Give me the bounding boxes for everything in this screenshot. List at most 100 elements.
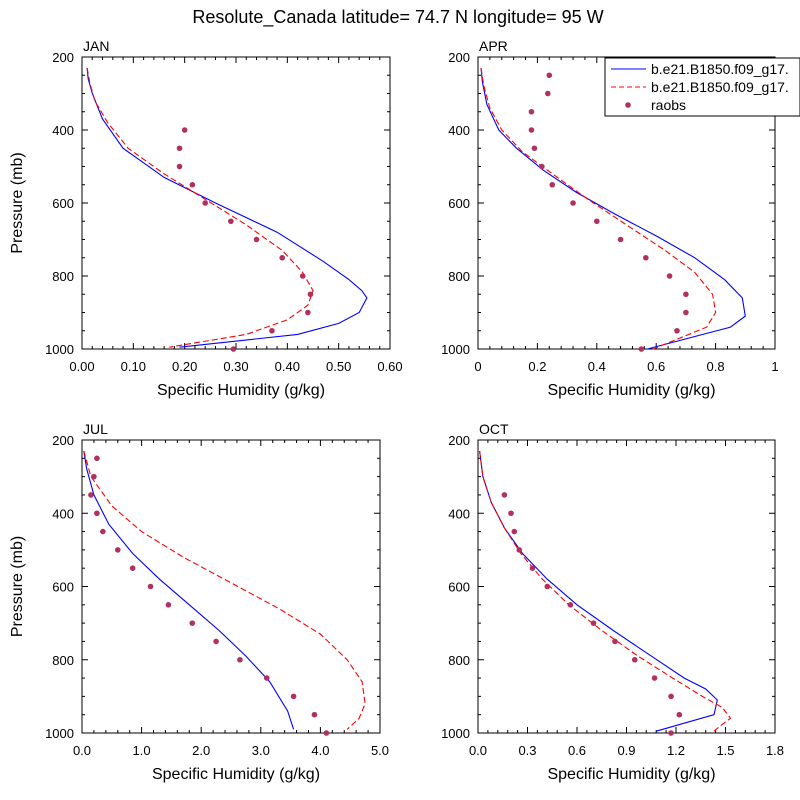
- jul-raobs-point: [290, 693, 297, 700]
- jan-ytick-label: 1000: [45, 342, 74, 357]
- jul-raobs-point: [213, 638, 219, 645]
- oct-raobs-point: [676, 711, 683, 718]
- jan-ytick-label: 200: [52, 50, 74, 65]
- jan-raobs-point: [299, 273, 306, 279]
- apr-xtick-label: 0: [474, 359, 481, 374]
- apr-raobs-point: [683, 291, 689, 298]
- oct-raobs-point: [590, 620, 597, 626]
- jul-ytick-label: 800: [52, 653, 74, 668]
- oct-xtick-label: 0.3: [518, 743, 536, 758]
- jan-model2-line: [86, 67, 314, 348]
- jul-raobs-point: [323, 730, 330, 736]
- oct-ytick-label: 400: [448, 506, 470, 521]
- jul-panel-title: JUL: [83, 421, 108, 437]
- legend-label-model2: b.e21.B1850.f09_g17.: [651, 79, 789, 95]
- jan-ytick-label: 800: [52, 269, 74, 284]
- apr-xtick-label: 0.4: [588, 359, 606, 374]
- jan-xtick-label: 0.40: [275, 359, 300, 374]
- oct-raobs-point: [529, 565, 536, 571]
- oct-raobs-point: [668, 730, 674, 736]
- oct-xtick-label: 0.9: [617, 743, 635, 758]
- jan-raobs-point: [279, 254, 286, 261]
- jul-raobs-point: [165, 602, 172, 608]
- oct-ytick-label: 600: [448, 580, 470, 595]
- apr-xtick-label: 0.2: [528, 359, 546, 374]
- jul-raobs-point: [94, 510, 100, 517]
- jan-raobs-point: [305, 309, 311, 316]
- jan-xtick-label: 0.60: [377, 359, 402, 374]
- jul-raobs-point: [88, 492, 94, 498]
- apr-model1-line: [480, 67, 746, 350]
- apr-raobs-point: [570, 200, 576, 206]
- apr-raobs-point: [638, 346, 645, 352]
- jan-ytick-label: 400: [52, 123, 74, 138]
- jul-ytick-label: 1000: [45, 726, 74, 741]
- jul-ytick-label: 600: [52, 580, 74, 595]
- jul-model2-line: [83, 450, 366, 730]
- oct-x-axis-label: Specific Humidity (g/kg): [547, 766, 715, 783]
- jul-raobs-point: [114, 547, 121, 553]
- jan-raobs-point: [307, 291, 314, 298]
- oct-xtick-label: 0.0: [469, 743, 487, 758]
- figure-title: Resolute_Canada latitude= 74.7 N longitu…: [192, 7, 603, 28]
- oct-raobs-point: [544, 583, 551, 590]
- jul-xtick-label: 3.0: [252, 743, 270, 758]
- apr-raobs-point: [544, 90, 551, 97]
- jul-raobs-point: [311, 711, 318, 718]
- oct-raobs-point: [508, 510, 514, 517]
- apr-panel-title: APR: [479, 38, 508, 54]
- jul-model1-line: [83, 450, 295, 730]
- oct-ytick-label: 1000: [441, 726, 470, 741]
- oct-model1-line: [479, 450, 718, 732]
- panel-jan: JAN 0.00 0.10 0.20 0.30 0.40 0.50 0.60 200 400 600…: [9, 38, 403, 399]
- oct-xtick-label: 1.8: [766, 743, 784, 758]
- apr-ytick-label: 200: [448, 50, 470, 65]
- oct-raobs-point: [567, 602, 574, 608]
- jul-raobs-point: [100, 528, 106, 535]
- jul-x-axis-label: Specific Humidity (g/kg): [152, 766, 320, 783]
- oct-plot-frame: [477, 439, 776, 734]
- apr-raobs-point: [643, 254, 649, 261]
- jul-xtick-label: 2.0: [192, 743, 210, 758]
- oct-xtick-label: 0.6: [568, 743, 586, 758]
- jul-ytick-label: 400: [52, 506, 74, 521]
- jan-raobs-point: [189, 181, 196, 188]
- panel-oct: OCT 0.0 0.3 0.6 0.9 1.2 1.5 1.8 200 400 600 800 1000…: [441, 421, 784, 783]
- apr-ytick-label: 600: [448, 196, 470, 211]
- legend-label-raobs: raobs: [651, 97, 686, 113]
- oct-ytick-label: 800: [448, 653, 470, 668]
- legend-label-model1: b.e21.B1850.f09_g17.: [651, 61, 789, 77]
- apr-raobs-point: [594, 218, 600, 225]
- jan-xtick-label: 0.10: [121, 359, 146, 374]
- apr-raobs-point: [546, 72, 553, 79]
- jul-raobs-point: [189, 620, 196, 626]
- oct-xtick-label: 1.5: [716, 743, 734, 758]
- jul-raobs-point: [263, 675, 270, 681]
- apr-xtick-label: 0.8: [707, 359, 725, 374]
- jul-xtick-label: 1.0: [133, 743, 151, 758]
- apr-raobs-point: [528, 127, 535, 133]
- jan-raobs-point: [181, 127, 188, 133]
- jul-raobs-point: [129, 565, 136, 571]
- jan-raobs-point: [202, 200, 208, 206]
- jan-x-axis-label: Specific Humidity (g/kg): [157, 382, 325, 399]
- apr-raobs-point: [539, 163, 545, 170]
- jan-ytick-label: 600: [52, 196, 74, 211]
- jan-raobs-point: [230, 346, 237, 352]
- jan-model1-line: [86, 67, 368, 348]
- apr-raobs-point: [617, 236, 624, 243]
- apr-raobs-point: [683, 309, 689, 316]
- apr-xtick-label: 1: [771, 359, 778, 374]
- jul-raobs-point: [237, 656, 243, 663]
- jul-xtick-label: 4.0: [311, 743, 329, 758]
- jan-panel-title: JAN: [83, 38, 109, 54]
- jan-xtick-label: 0.50: [326, 359, 351, 374]
- oct-raobs-point: [516, 547, 523, 553]
- legend-marker-raobs: [625, 102, 631, 108]
- jul-plot-frame: [81, 439, 381, 734]
- oct-panel-title: OCT: [479, 421, 509, 437]
- jan-plot-frame: [81, 56, 391, 350]
- oct-raobs-point: [651, 675, 658, 681]
- jan-y-axis-label: Pressure (mb): [9, 152, 26, 253]
